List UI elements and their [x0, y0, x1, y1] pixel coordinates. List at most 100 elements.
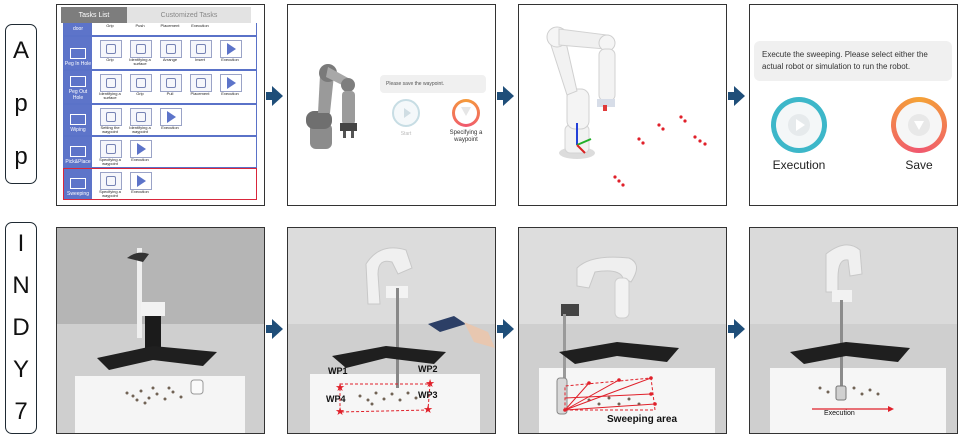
- step-label: Push: [135, 23, 145, 28]
- step-label: Execution: [131, 157, 149, 162]
- step-icon: [136, 44, 146, 54]
- execute-button[interactable]: [130, 172, 152, 190]
- flow-arrow: [497, 319, 514, 339]
- execute-prompt-line-1: Execute the sweeping. Please select eith…: [762, 50, 928, 59]
- task-row-pick-place[interactable]: Pick&Place Specifying a waypoint Executi…: [63, 136, 257, 168]
- task-row-name: Peg In Hole: [64, 61, 92, 67]
- tab-tasks-list[interactable]: Tasks List: [61, 7, 127, 23]
- simulation-panel: [518, 4, 727, 206]
- execute-button[interactable]: [160, 108, 182, 126]
- waypoint-dot: [661, 127, 665, 131]
- play-icon: [404, 108, 411, 118]
- waypoint-label-wp4: WP4: [326, 394, 346, 404]
- task-icon: [70, 48, 86, 59]
- waypoint-dot: [657, 123, 661, 127]
- svg-text:★: ★: [335, 382, 345, 394]
- execute-button[interactable]: [130, 140, 152, 158]
- step-label: Grip: [136, 91, 144, 96]
- step-icon: [136, 112, 146, 122]
- sweeping-area-label: Sweeping area: [607, 414, 678, 425]
- row-label-robot-char: I: [17, 230, 25, 257]
- tab-customized-tasks[interactable]: Customized Tasks: [127, 7, 251, 23]
- step-button[interactable]: [160, 74, 182, 92]
- waypoint-panel: Please save the waypoint. Start Specifyi…: [287, 4, 496, 206]
- robot-scene-illustration: [57, 228, 264, 433]
- start-label: Start: [400, 131, 412, 137]
- task-row-head: Pick&Place: [64, 137, 92, 167]
- execute-button[interactable]: [220, 40, 242, 58]
- task-row-sweeping[interactable]: Sweeping Specifying a waypoint Execution: [63, 168, 257, 200]
- flow-arrow: [497, 86, 514, 106]
- waypoint-dot: [621, 183, 625, 187]
- waypoint-dot: [698, 139, 702, 143]
- task-row-head: Sweeping: [64, 169, 92, 199]
- waypoint-label-wp3: WP3: [418, 390, 438, 400]
- specify-waypoint-button[interactable]: [452, 99, 480, 127]
- play-icon: [137, 143, 146, 155]
- step-icon: [106, 176, 116, 186]
- execute-prompt-bubble: Execute the sweeping. Please select eith…: [754, 41, 952, 81]
- step-label: Execution: [221, 57, 239, 62]
- execute-prompt-line-2: actual robot or simulation to run the ro…: [762, 62, 911, 72]
- step-icon: [196, 78, 206, 88]
- step-label: Placement: [190, 91, 210, 96]
- waypoint-prompt-bubble: Please save the waypoint.: [380, 75, 486, 93]
- step-icon: [106, 44, 116, 54]
- row-label-robot-char: N: [12, 272, 30, 299]
- step-button[interactable]: [130, 40, 152, 58]
- step-button[interactable]: [100, 40, 122, 58]
- step-button[interactable]: [100, 172, 122, 190]
- task-row-wiping[interactable]: Wiping Setting the waypoint Identifying …: [63, 104, 257, 136]
- execution-button[interactable]: [771, 97, 827, 153]
- play-icon: [227, 43, 236, 55]
- step-label: Execution: [161, 125, 179, 130]
- step-icon: [106, 144, 116, 154]
- task-icon: [70, 114, 86, 125]
- flow-arrow: [728, 86, 745, 106]
- task-icon: [70, 178, 86, 189]
- download-icon: [461, 107, 471, 116]
- waypoint-dot: [683, 119, 687, 123]
- step-label: Pull: [166, 91, 174, 96]
- step-button[interactable]: [190, 40, 212, 58]
- row-label-robot-char: Y: [12, 356, 29, 383]
- execute-button[interactable]: [220, 74, 242, 92]
- task-row-peg-out-hole[interactable]: Peg Out Hole Identifying a surface Grip …: [63, 70, 257, 104]
- step-button[interactable]: [130, 108, 152, 126]
- waypoint-label-wp1: WP1: [328, 366, 348, 376]
- task-row-cut[interactable]: door Grip Push Placement Execution: [63, 23, 257, 36]
- play-icon: [167, 111, 176, 123]
- save-button[interactable]: [891, 97, 947, 153]
- waypoint-dot: [637, 137, 641, 141]
- step-button[interactable]: [100, 74, 122, 92]
- step-label: Specifying a waypoint: [99, 157, 121, 167]
- task-row-peg-in-hole[interactable]: Peg In Hole Grip Identifying a surface A…: [63, 36, 257, 70]
- step-button[interactable]: [100, 108, 122, 126]
- waypoint-label-wp2: WP2: [418, 364, 438, 374]
- step-button[interactable]: [160, 40, 182, 58]
- row-label-robot-char: 7: [14, 398, 28, 425]
- step-label: Specifying a waypoint: [99, 189, 121, 199]
- row-label-app-char: p: [14, 142, 28, 170]
- specify-waypoint-label-2: waypoint: [454, 137, 478, 143]
- row-label-app-char: p: [14, 89, 28, 117]
- waypoint-dot: [693, 135, 697, 139]
- step-label: Grip: [106, 23, 114, 28]
- step-label: Execution: [131, 189, 149, 194]
- start-button[interactable]: [392, 99, 420, 127]
- task-row-head: Peg Out Hole: [64, 71, 92, 103]
- waypoint-dot: [613, 175, 617, 179]
- save-label: Save: [905, 158, 933, 172]
- step-button[interactable]: [190, 74, 212, 92]
- step-label: Setting the waypoint: [100, 125, 120, 135]
- robot-scene-illustration: [750, 228, 957, 433]
- step-label: Placement: [160, 23, 180, 28]
- specify-waypoint-label-1: Specifying a: [449, 130, 483, 136]
- robot-photo-3: Sweeping area: [518, 227, 727, 434]
- step-button[interactable]: [100, 140, 122, 158]
- svg-text:★: ★: [423, 404, 433, 416]
- step-button[interactable]: [130, 74, 152, 92]
- row-label-app: A p p: [5, 24, 37, 184]
- task-row-head: Peg In Hole: [64, 37, 92, 69]
- svg-text:★: ★: [335, 406, 345, 418]
